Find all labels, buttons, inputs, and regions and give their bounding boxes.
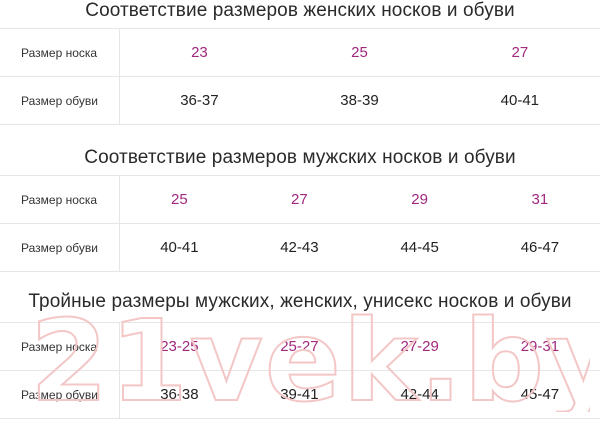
triple-size-table: Размер носка 23-25 25-27 27-29 29-31 Раз… bbox=[0, 322, 600, 419]
table-row: Размер обуви 40-41 42-43 44-45 46-47 bbox=[0, 223, 600, 272]
sock-size-cell: 23-25 bbox=[119, 322, 240, 371]
table-row: Размер носка 23 25 27 bbox=[0, 28, 600, 77]
table-row: Размер носка 23-25 25-27 27-29 29-31 bbox=[0, 322, 600, 371]
sock-size-cell: 23 bbox=[119, 28, 280, 77]
women-table-title: Соответствие размеров женских носков и о… bbox=[85, 0, 515, 21]
shoe-size-cell: 44-45 bbox=[359, 223, 480, 272]
shoe-size-cell: 36-37 bbox=[119, 76, 280, 125]
shoe-size-cell: 45-47 bbox=[479, 370, 600, 419]
table-row: Размер обуви 36-37 38-39 40-41 bbox=[0, 76, 600, 125]
triple-table-title: Тройные размеры мужских, женских, унисек… bbox=[28, 291, 572, 312]
table-row: Размер обуви 36-38 39-41 42-44 45-47 bbox=[0, 370, 600, 419]
men-table-title: Соответствие размеров мужских носков и о… bbox=[84, 147, 516, 168]
sock-size-cell: 27 bbox=[439, 28, 600, 77]
row-label-sock-size: Размер носка bbox=[0, 28, 120, 77]
shoe-size-cell: 40-41 bbox=[439, 76, 600, 125]
women-size-table: Размер носка 23 25 27 Размер обуви 36-37… bbox=[0, 28, 600, 125]
sock-size-cell: 25-27 bbox=[239, 322, 360, 371]
row-label-shoe-size: Размер обуви bbox=[0, 223, 120, 272]
shoe-size-cell: 38-39 bbox=[279, 76, 440, 125]
men-size-table: Размер носка 25 27 29 31 Размер обуви 40… bbox=[0, 175, 600, 272]
shoe-size-cell: 42-43 bbox=[239, 223, 360, 272]
sock-size-cell: 27 bbox=[239, 175, 360, 224]
table-row: Размер носка 25 27 29 31 bbox=[0, 175, 600, 224]
shoe-size-cell: 42-44 bbox=[359, 370, 480, 419]
row-label-shoe-size: Размер обуви bbox=[0, 76, 120, 125]
row-label-shoe-size: Размер обуви bbox=[0, 370, 120, 419]
sock-size-cell: 29-31 bbox=[479, 322, 600, 371]
row-label-sock-size: Размер носка bbox=[0, 175, 120, 224]
sock-size-cell: 31 bbox=[479, 175, 600, 224]
row-label-sock-size: Размер носка bbox=[0, 322, 120, 371]
shoe-size-cell: 39-41 bbox=[239, 370, 360, 419]
sock-size-cell: 25 bbox=[119, 175, 240, 224]
shoe-size-cell: 40-41 bbox=[119, 223, 240, 272]
sock-size-cell: 27-29 bbox=[359, 322, 480, 371]
shoe-size-cell: 46-47 bbox=[479, 223, 600, 272]
sock-size-cell: 25 bbox=[279, 28, 440, 77]
sock-size-cell: 29 bbox=[359, 175, 480, 224]
shoe-size-cell: 36-38 bbox=[119, 370, 240, 419]
